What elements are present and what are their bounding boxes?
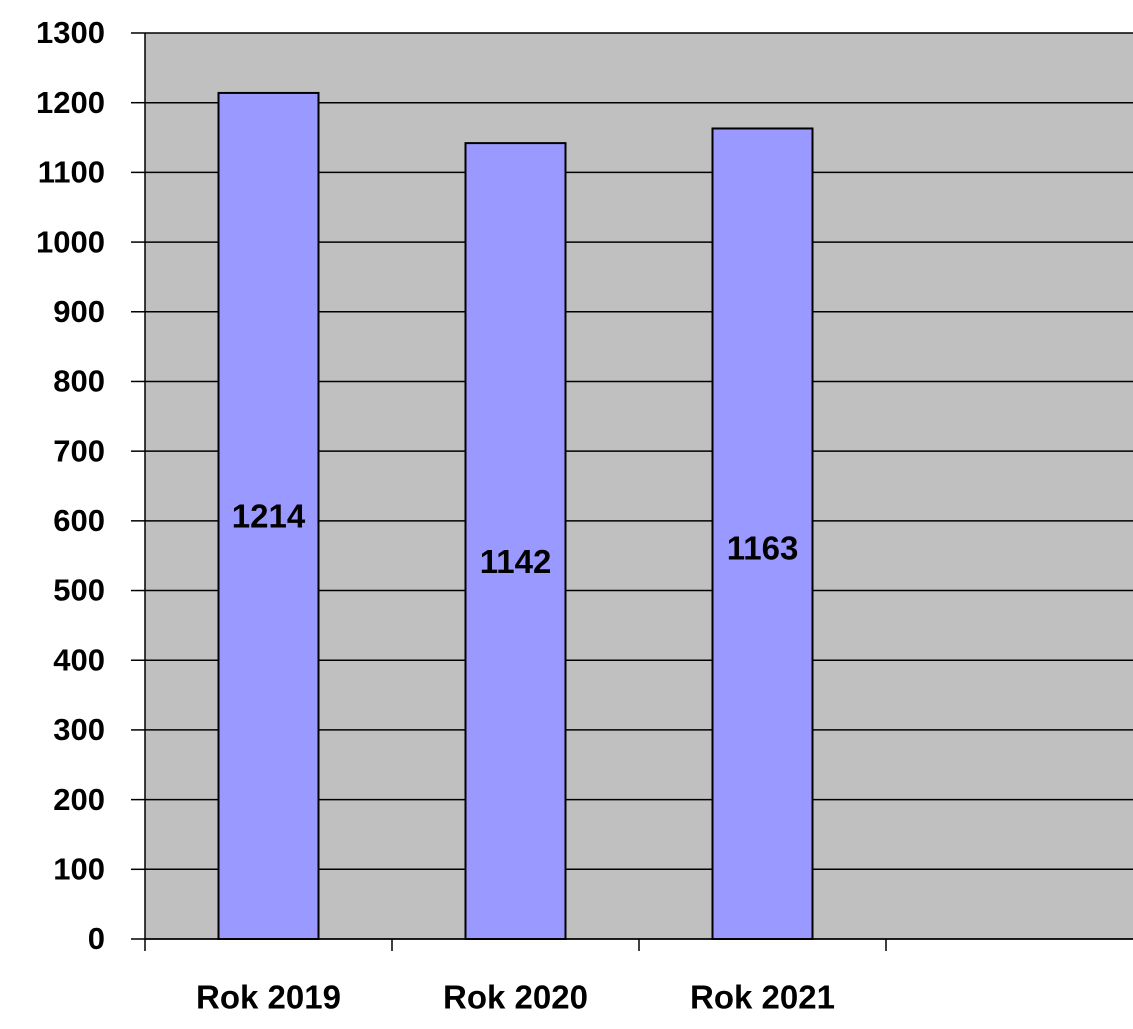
x-tick-label: Rok 2021 xyxy=(690,979,835,1016)
data-label: 1142 xyxy=(480,543,552,580)
y-tick-label: 700 xyxy=(53,433,105,468)
y-tick-label: 800 xyxy=(53,364,105,399)
x-tick-label: Rok 2019 xyxy=(196,979,341,1016)
y-tick-label: 200 xyxy=(53,782,105,817)
y-tick-label: 400 xyxy=(53,642,105,677)
y-tick-label: 900 xyxy=(53,294,105,329)
x-tick-label: Rok 2020 xyxy=(443,979,588,1016)
y-tick-label: 1100 xyxy=(38,155,105,190)
y-tick-label: 500 xyxy=(53,573,105,608)
y-tick-label: 1300 xyxy=(36,15,105,50)
y-tick-label: 0 xyxy=(88,921,105,956)
y-tick-label: 300 xyxy=(53,712,105,747)
y-tick-label: 600 xyxy=(53,503,105,538)
data-label: 1163 xyxy=(727,529,799,566)
y-tick-label: 1000 xyxy=(36,224,105,259)
bar xyxy=(711,127,814,940)
bar xyxy=(464,142,567,941)
y-tick-label: 100 xyxy=(53,851,105,886)
y-tick-label: 1200 xyxy=(36,85,105,120)
data-label: 1214 xyxy=(232,498,306,535)
bar xyxy=(217,91,320,941)
